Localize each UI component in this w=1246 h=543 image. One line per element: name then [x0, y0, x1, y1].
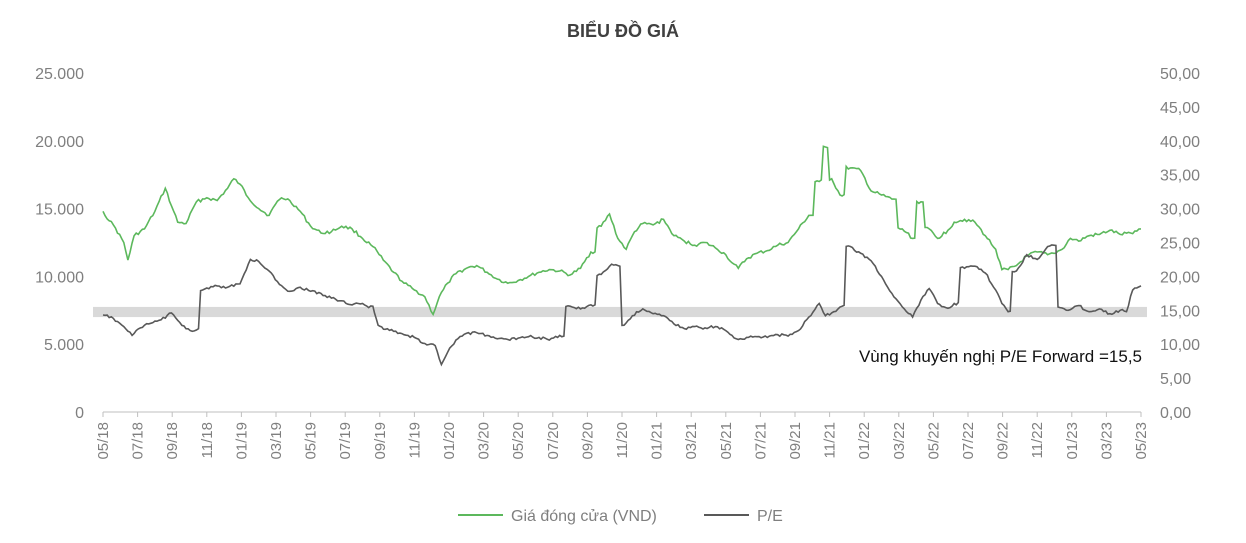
- x-tick-label: 01/21: [649, 422, 666, 460]
- x-tick-label: 03/22: [891, 422, 908, 460]
- x-axis: 05/18 07/18 09/18 11/18 01/19 03/19 05/19 07/19…: [95, 411, 1150, 460]
- x-tick-label: 09/22: [995, 422, 1012, 460]
- y-right-tick-label: 35,00: [1160, 168, 1200, 185]
- x-tick-label: 09/20: [579, 422, 596, 460]
- x-tick-label: 05/21: [718, 422, 735, 460]
- legend: Giá đóng cửa (VND) P/E: [458, 508, 783, 525]
- y-right-tick-label: 30,00: [1160, 202, 1200, 219]
- left-y-axis: 0 5.000 10.000 15.000 20.000 25.000: [35, 66, 84, 422]
- pe-band-annotation: Vùng khuyến nghị P/E Forward =15,5: [859, 347, 1142, 366]
- chart-title: BIỂU ĐỒ GIÁ: [567, 20, 679, 41]
- y-left-tick-label: 20.000: [35, 134, 84, 151]
- y-left-tick-label: 10.000: [35, 269, 84, 286]
- x-tick-label: 11/19: [406, 422, 423, 458]
- x-tick-label: 07/19: [337, 422, 354, 460]
- series-line-pe: [102, 244, 1142, 367]
- x-tick-label: 03/20: [476, 422, 493, 460]
- legend-label-closing-price: Giá đóng cửa (VND): [511, 508, 657, 525]
- x-tick-label: 01/22: [856, 422, 873, 460]
- x-tick-label: 03/19: [268, 422, 285, 460]
- x-tick-label: 01/23: [1064, 422, 1081, 460]
- x-tick-label: 09/19: [372, 422, 389, 460]
- x-tick-label: 05/22: [925, 422, 942, 460]
- pe-forward-band: [93, 306, 1147, 318]
- x-tick-label: 07/22: [960, 422, 977, 460]
- y-right-tick-label: 5,00: [1160, 371, 1191, 388]
- x-tick-label: 03/23: [1098, 422, 1115, 460]
- y-left-tick-label: 0: [75, 405, 84, 422]
- y-right-tick-label: 40,00: [1160, 134, 1200, 151]
- x-tick-label: 11/20: [614, 422, 631, 458]
- x-tick-label: 07/18: [130, 422, 147, 460]
- x-tick-label: 05/18: [95, 422, 112, 460]
- x-tick-label: 11/18: [199, 422, 216, 458]
- x-tick-label: 05/23: [1133, 422, 1150, 460]
- x-tick-label: 09/18: [164, 422, 181, 460]
- x-tick-label: 05/19: [303, 422, 320, 460]
- y-right-tick-label: 45,00: [1160, 100, 1200, 117]
- y-right-tick-label: 50,00: [1160, 66, 1200, 83]
- x-tick-label: 01/20: [441, 422, 458, 460]
- y-right-tick-label: 20,00: [1160, 269, 1200, 286]
- x-tick-label: 01/19: [233, 422, 250, 460]
- y-left-tick-label: 25.000: [35, 66, 84, 83]
- legend-label-pe: P/E: [757, 508, 783, 525]
- x-tick-label: 07/20: [545, 422, 562, 460]
- x-tick-label: 09/21: [787, 422, 804, 460]
- y-right-tick-label: 25,00: [1160, 236, 1200, 253]
- y-right-tick-label: 10,00: [1160, 337, 1200, 354]
- y-left-tick-label: 15.000: [35, 202, 84, 219]
- series-line-closing-price: [102, 145, 1142, 317]
- y-right-tick-label: 0,00: [1160, 405, 1191, 422]
- x-tick-label: 05/20: [510, 422, 527, 460]
- y-left-tick-label: 5.000: [44, 337, 84, 354]
- x-tick-label: 11/21: [822, 422, 839, 458]
- x-tick-label: 03/21: [683, 422, 700, 460]
- right-y-axis: 0,00 5,00 10,00 15,00 20,00 25,00 30,00 35,00 40…: [1160, 66, 1200, 422]
- y-right-tick-label: 15,00: [1160, 303, 1200, 320]
- x-tick-label: 11/22: [1029, 422, 1046, 458]
- x-tick-label: 07/21: [752, 422, 769, 460]
